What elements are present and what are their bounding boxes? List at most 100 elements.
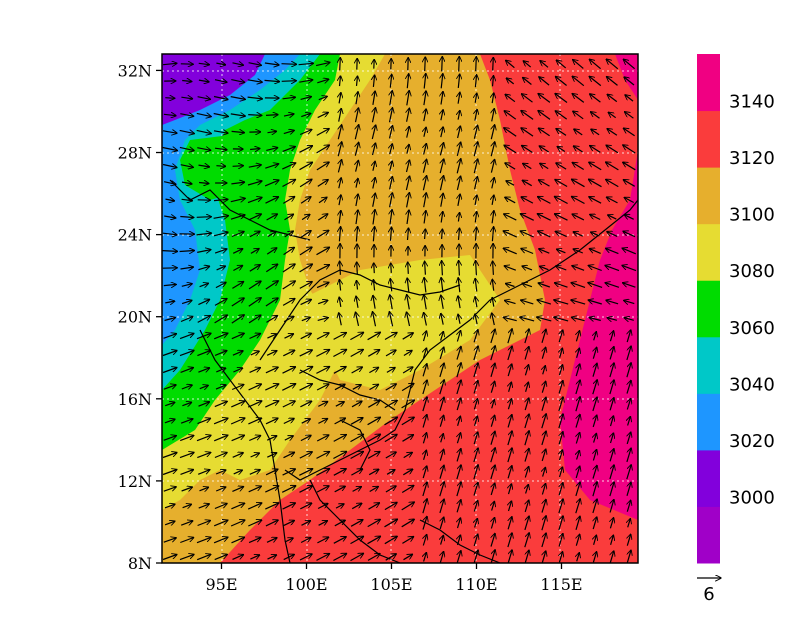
wind-arrow — [588, 300, 602, 305]
wind-arrow — [490, 363, 495, 377]
wind-arrow — [423, 535, 426, 546]
wind-arrow — [230, 418, 245, 425]
wind-arrow — [335, 402, 344, 406]
wind-arrow — [457, 551, 461, 563]
wind-arrow — [197, 418, 211, 425]
wind-arrow — [522, 283, 533, 286]
wind-arrow — [605, 283, 620, 288]
wind-arrow — [180, 521, 193, 526]
wind-arrow — [591, 129, 600, 136]
wind-arrow — [440, 449, 443, 461]
wind-arrow — [424, 450, 427, 460]
wind-arrow — [541, 533, 546, 548]
wind-arrow — [250, 555, 259, 559]
wind-arrow — [384, 400, 397, 409]
wind-arrow — [264, 63, 279, 65]
wind-arrow — [623, 59, 635, 70]
wind-arrow — [338, 125, 341, 140]
wind-arrow — [538, 111, 551, 120]
wind-arrow — [458, 126, 461, 139]
wind-arrow — [196, 537, 211, 544]
y-tick-label: 8N — [128, 554, 152, 573]
wind-arrow — [506, 284, 515, 287]
wind-arrow — [350, 520, 363, 527]
wind-arrow — [442, 261, 443, 276]
wind-arrow — [373, 161, 375, 171]
wind-arrow — [299, 384, 313, 391]
wind-arrow — [232, 351, 243, 356]
wind-arrow — [196, 113, 211, 116]
wind-arrow — [196, 130, 212, 133]
colorbar-label: 3040 — [729, 374, 775, 395]
wind-arrow — [440, 159, 444, 174]
wind-arrow — [299, 486, 313, 493]
wind-arrow — [491, 159, 494, 173]
wind-arrow — [231, 298, 244, 307]
wind-arrow — [230, 520, 245, 527]
wind-arrow — [493, 76, 494, 87]
wind-arrow — [283, 520, 295, 527]
wind-arrow — [556, 163, 567, 170]
wind-arrow — [457, 433, 460, 444]
wind-arrow — [340, 76, 341, 87]
wind-arrow — [283, 130, 294, 133]
wind-arrow — [334, 418, 346, 425]
wind-arrow — [423, 466, 427, 479]
wind-arrow — [199, 183, 209, 184]
wind-arrow — [506, 181, 515, 185]
wind-arrow — [301, 113, 310, 116]
wind-arrow — [526, 382, 529, 392]
wind-arrow — [356, 227, 357, 242]
wind-arrow — [474, 125, 477, 139]
wind-arrow — [525, 467, 528, 478]
wind-arrow — [425, 57, 426, 72]
wind-arrow — [424, 74, 426, 89]
y-axis: 8N 12N 16N 20N 24N 28N 32N — [118, 61, 162, 573]
wind-arrow — [422, 516, 427, 530]
wind-arrow — [283, 419, 294, 425]
wind-arrow — [350, 332, 363, 341]
wind-arrow — [594, 535, 597, 545]
wind-arrow — [373, 91, 375, 105]
wind-arrow — [423, 159, 426, 173]
wind-arrow — [626, 346, 631, 361]
wind-arrow — [390, 193, 393, 208]
wind-arrow — [266, 538, 277, 543]
wind-arrow — [572, 266, 585, 271]
wind-arrow — [441, 127, 443, 138]
wind-arrow — [180, 317, 193, 323]
wind-arrow — [357, 76, 358, 86]
wind-arrow — [492, 501, 495, 511]
x-tick-label: 100E — [285, 575, 327, 594]
wind-arrow — [442, 57, 443, 72]
wind-arrow — [610, 449, 614, 462]
wind-arrow — [627, 500, 630, 512]
wind-arrow — [610, 500, 614, 513]
wind-arrow — [609, 465, 614, 480]
wind-arrow — [282, 281, 296, 290]
wind-arrow — [248, 315, 261, 324]
wind-arrow — [316, 452, 330, 459]
wind-arrow — [231, 182, 244, 184]
wind-arrow — [282, 503, 296, 510]
wind-arrow — [401, 519, 415, 528]
wind-arrow — [626, 465, 631, 480]
wind-arrow — [525, 500, 529, 513]
wind-arrow — [384, 536, 397, 545]
wind-arrow — [403, 554, 413, 561]
wind-arrow — [390, 210, 392, 225]
wind-vectors — [162, 57, 637, 563]
wind-arrow — [504, 266, 517, 271]
wind-arrow — [610, 398, 614, 411]
map-frame — [161, 53, 639, 564]
wind-arrow — [316, 554, 330, 561]
wind-arrow — [473, 363, 478, 378]
wind-arrow — [627, 399, 630, 410]
wind-arrow — [338, 160, 341, 173]
wind-arrow — [267, 453, 276, 457]
wind-arrow — [369, 384, 379, 391]
wind-arrow — [249, 334, 261, 340]
wind-arrow — [373, 178, 375, 189]
wind-arrow — [521, 128, 534, 137]
wind-arrow — [385, 384, 397, 391]
